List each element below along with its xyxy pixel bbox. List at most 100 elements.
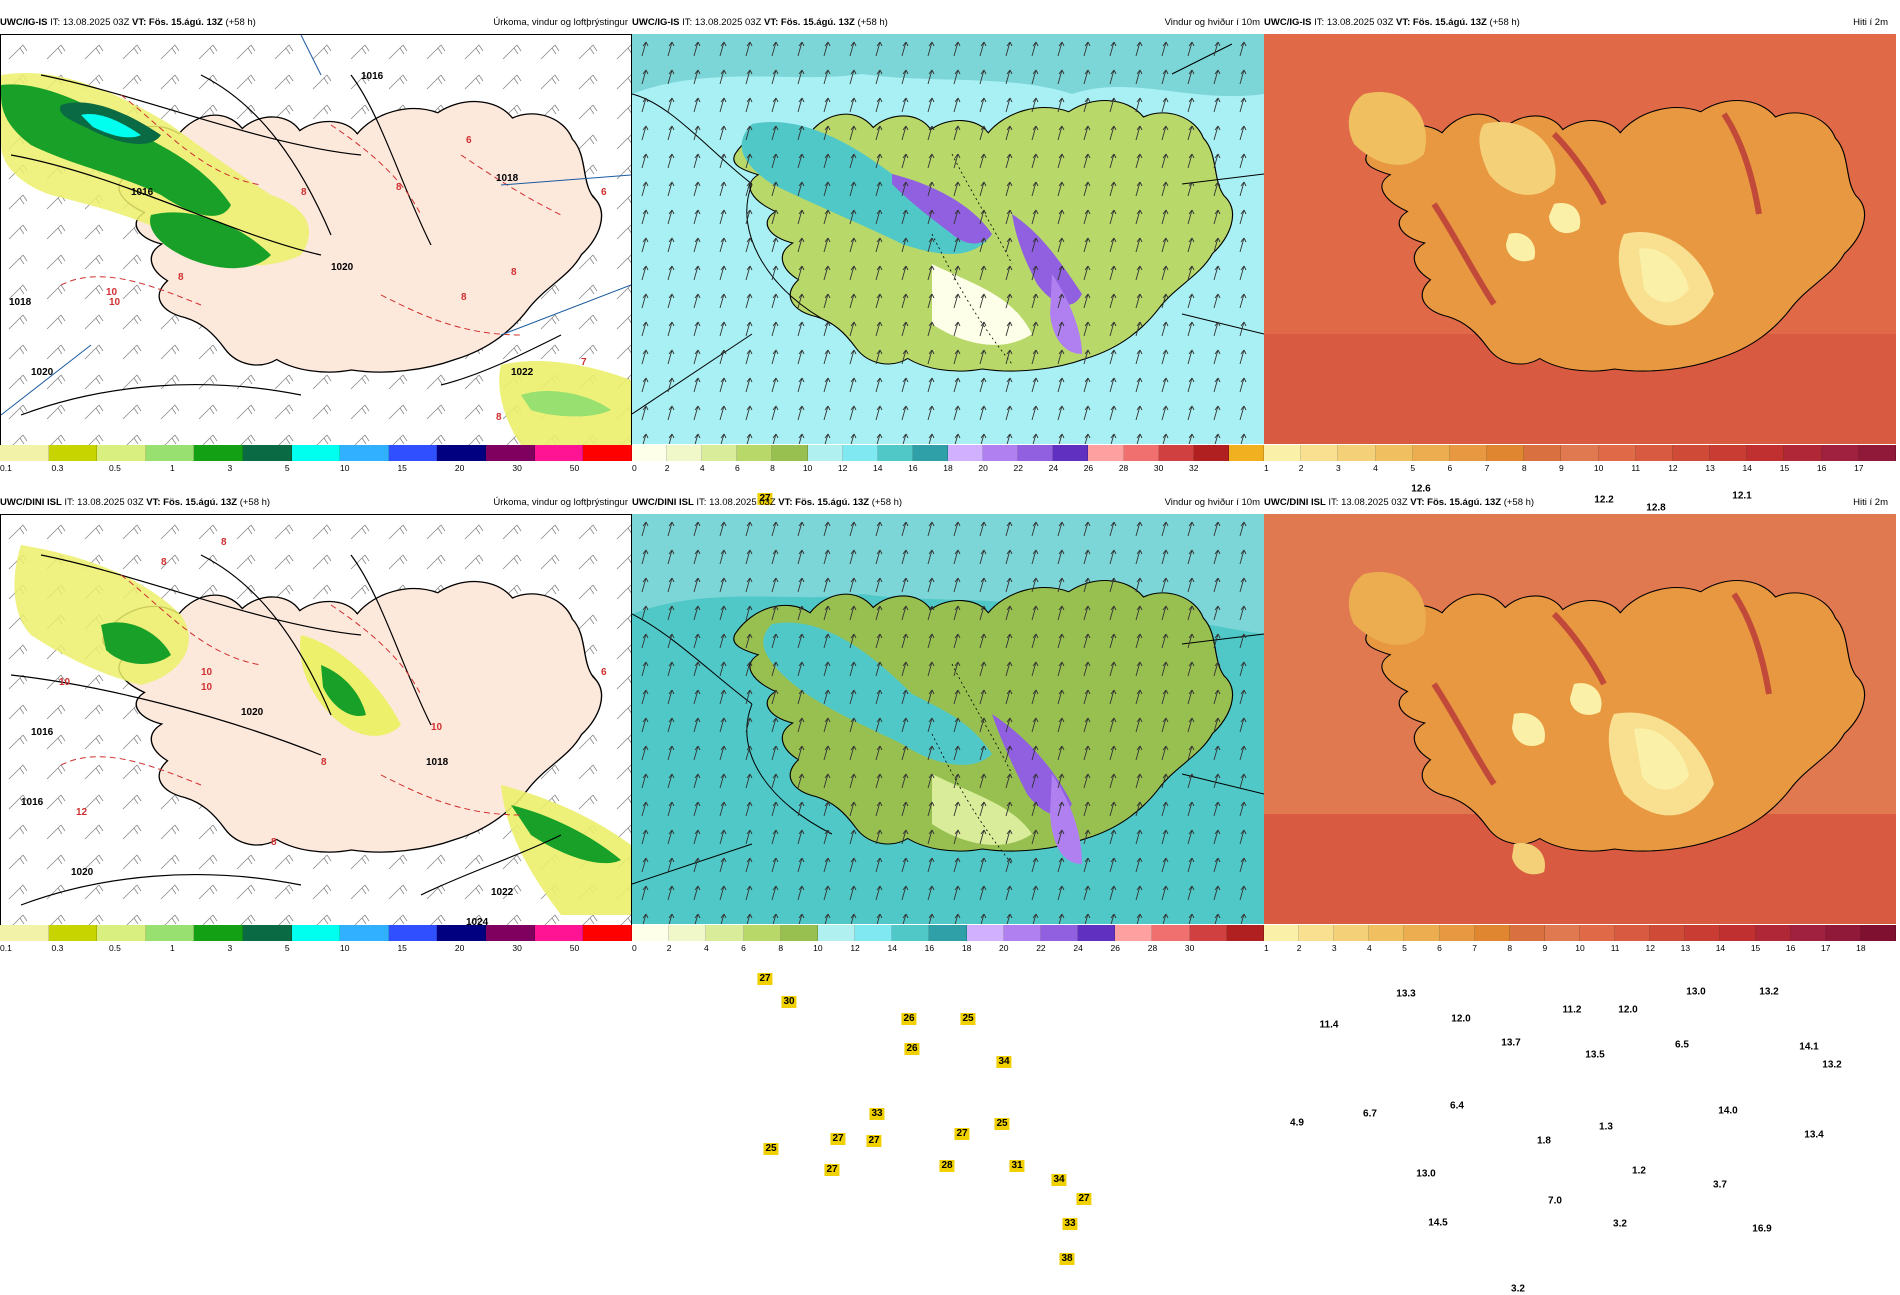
vt-label: VT: [146, 497, 161, 508]
colorbar-tick-label: 10 [1593, 463, 1604, 473]
colorbar-swatch [632, 445, 668, 461]
colorbar-tick-label: 8 [1507, 943, 1513, 953]
temp-label: 13.7 [1501, 1037, 1521, 1049]
temp-label: 14.1 [1799, 1041, 1819, 1053]
colorbar-swatch [1635, 445, 1673, 461]
colorbar-tick-label: 11 [1610, 943, 1620, 953]
colorbar-tick-label: 20 [978, 463, 988, 473]
colorbar-tick-label: 3 [1335, 463, 1341, 473]
temp-label: 3.7 [1713, 1179, 1727, 1191]
it-label: IT: [50, 17, 61, 28]
colorbar-swatch [1821, 445, 1859, 461]
colorbar-swatch [1544, 925, 1580, 941]
colorbar-swatch [877, 445, 913, 461]
colorbar-swatch [1449, 445, 1488, 461]
gust-label: 38 [1059, 1253, 1075, 1265]
colorbar-tick-label: 6 [741, 943, 746, 953]
colorbar-tick-label: 13 [1705, 463, 1715, 473]
colorbar-tick-label: 4 [703, 943, 709, 953]
it-label: IT: [1314, 17, 1325, 28]
colorbar-tick-label: 16 [1816, 463, 1827, 473]
colorbar-tick-label: 1 [169, 463, 175, 473]
temp-label: 12.0 [1618, 1004, 1638, 1016]
gust-label: 33 [869, 1108, 885, 1120]
colorbar-tick-label: 1 [1264, 943, 1269, 953]
colorbar-tick-label: 14 [873, 463, 883, 473]
colorbar-swatch [892, 925, 930, 941]
precip-label: 8 [301, 187, 307, 198]
colorbar-tick-label: 28 [1147, 943, 1158, 953]
colorbar-swatch [291, 925, 341, 941]
isobar-label: 1018 [426, 757, 449, 768]
panel-header: UWC/IG-IS IT: 13.08.2025 03Z VT: Fös. 15… [0, 12, 632, 34]
colorbar-tick-label: 18 [1856, 943, 1866, 953]
colorbar-tick-label: 26 [1083, 463, 1094, 473]
isobar-label: 1020 [31, 367, 54, 378]
vt-value: Fös. 15.ágú. 13Z [1412, 17, 1487, 28]
colorbar-swatch [1053, 445, 1089, 461]
colorbar-swatch [486, 445, 535, 461]
colorbar-tick-label: 22 [1036, 943, 1046, 953]
colorbar-swatch [1078, 925, 1116, 941]
colorbar-tick-label: 16 [924, 943, 935, 953]
vt-label: VT: [1396, 17, 1411, 28]
colorbar-tick-label: 20 [999, 943, 1009, 953]
colorbar-tick-label: 17 [1821, 943, 1831, 953]
precip-colorbar [0, 445, 632, 461]
vt-label: VT: [778, 497, 793, 508]
panel-temp-row2: UWC/DINI ISL IT: 13.08.2025 03Z VT: Fös.… [1264, 492, 1900, 1295]
colorbar-swatch [1226, 925, 1264, 941]
colorbar-tick-label: 8 [1521, 463, 1527, 473]
precip-label: 10 [201, 667, 213, 678]
colorbar-tick-label: 20 [454, 943, 465, 953]
colorbar-swatch [1334, 925, 1370, 941]
colorbar-swatch [437, 925, 487, 941]
precip-label: 8 [511, 267, 517, 278]
colorbar-swatch [1710, 445, 1748, 461]
colorbar-swatch [1228, 445, 1264, 461]
colorbar-swatch [243, 925, 292, 941]
colorbar-tick-label: 11 [1631, 463, 1641, 473]
isobar-label: 1020 [71, 867, 94, 878]
panel-title: Vindur og hviður í 10m [1164, 17, 1260, 28]
temp-label: 14.0 [1718, 1105, 1738, 1117]
colorbar-tick-label: 9 [1559, 463, 1564, 473]
colorbar-swatch [1672, 445, 1711, 461]
colorbar-tick-label: 18 [943, 463, 953, 473]
colorbar-tick-label: 0 [632, 943, 637, 953]
colorbar-swatch [1755, 925, 1791, 941]
precip-label: 6 [601, 667, 607, 678]
colorbar-swatch [340, 925, 389, 941]
colorbar-swatch [1299, 925, 1335, 941]
colorbar-swatch [780, 925, 818, 941]
isobar-label: 1016 [131, 187, 154, 198]
colorbar-tick-label: 6 [1447, 463, 1453, 473]
temp-label: 12.8 [1646, 502, 1666, 514]
precip-map: 1016 1018 1020 1022 1018 1016 1020 10 8 … [0, 34, 632, 446]
lead-time: (+58 h) [225, 17, 256, 28]
colorbar-tick-label: 30 [1153, 463, 1164, 473]
panel-wind-row2: UWC/DINI ISL IT: 13.08.2025 03Z VT: Fös.… [632, 492, 1264, 1265]
isobar-label: 1018 [9, 297, 32, 308]
colorbar-swatch [1123, 445, 1159, 461]
colorbar-tick-label: 15 [397, 463, 407, 473]
panel-title: Hiti í 2m [1853, 17, 1888, 28]
colorbar-tick-label: 50 [569, 943, 580, 953]
colorbar-swatch [340, 445, 389, 461]
colorbar-tick-label: 3 [227, 943, 233, 953]
model-name: UWC/IG-IS [1264, 17, 1312, 28]
colorbar-tick-label: 30 [512, 943, 522, 953]
vt-label: VT: [132, 17, 147, 28]
colorbar-swatch [669, 925, 707, 941]
colorbar-swatch [1561, 445, 1599, 461]
precip-label: 8 [496, 412, 502, 423]
colorbar-swatch [243, 445, 292, 461]
gust-label: 34 [1051, 1174, 1067, 1186]
vt-label: VT: [764, 17, 779, 28]
colorbar-swatch [48, 445, 98, 461]
isobar-label: 1016 [21, 797, 44, 808]
temp-map: 11.413.313.013.211.412.011.212.013.713.5… [1264, 514, 1896, 1295]
colorbar-swatch [855, 925, 893, 941]
colorbar-swatch [145, 445, 195, 461]
temp-label: 14.5 [1428, 1217, 1448, 1229]
